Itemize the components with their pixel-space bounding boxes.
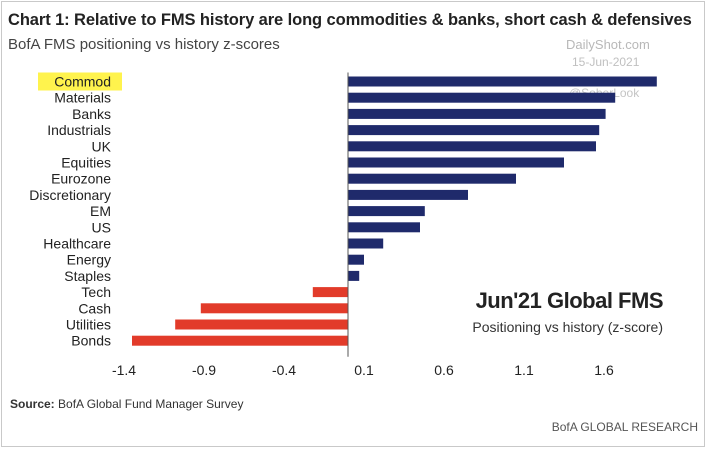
bar-equities [348, 157, 564, 168]
bar-energy [348, 254, 364, 265]
x-tick-label: 1.6 [594, 362, 614, 378]
category-label: Utilities [66, 317, 111, 333]
bar-commod [348, 76, 657, 87]
x-tick-label: 1.1 [514, 362, 534, 378]
bar-utilities [175, 319, 348, 330]
x-tick-label: 0.6 [434, 362, 454, 378]
category-label: Discretionary [29, 187, 111, 203]
bar-us [348, 222, 420, 233]
bar-staples [348, 270, 360, 281]
category-label: Energy [67, 252, 111, 268]
x-tick-label: -0.4 [272, 362, 296, 378]
bar-tech [312, 287, 348, 298]
x-tick-label: -1.4 [112, 362, 136, 378]
bar-banks [348, 108, 606, 119]
bar-industrials [348, 125, 600, 136]
category-label: Cash [78, 300, 111, 316]
category-label: Eurozone [51, 171, 111, 187]
annotation-subline: Positioning vs history (z-score) [472, 319, 663, 335]
category-label: Industrials [47, 122, 111, 138]
watermark-date: 15-Jun-2021 [572, 55, 640, 69]
chart-subtitle: BofA FMS positioning vs history z-scores [8, 36, 280, 53]
brand-label: BofA GLOBAL RESEARCH [551, 420, 698, 434]
bar-eurozone [348, 173, 516, 184]
bar-materials [348, 92, 616, 103]
category-label: Materials [54, 90, 111, 106]
bar-cash [200, 303, 348, 314]
category-label: Tech [81, 284, 111, 300]
category-label: Bonds [71, 333, 111, 349]
bar-discretionary [348, 189, 468, 200]
bar-healthcare [348, 238, 384, 249]
bar-uk [348, 141, 596, 152]
category-label: EM [90, 203, 111, 219]
category-label: Equities [61, 155, 111, 171]
category-label: Healthcare [43, 236, 111, 252]
chart-title: Chart 1: Relative to FMS history are lon… [8, 11, 692, 29]
category-label: Staples [64, 268, 111, 284]
category-highlight [38, 72, 122, 91]
bar-em [348, 206, 425, 217]
x-tick-label: 0.1 [354, 362, 374, 378]
category-label: Commod [54, 74, 111, 90]
category-label: UK [92, 138, 112, 154]
annotation-headline: Jun'21 Global FMS [475, 288, 664, 313]
source-label: Source: [10, 397, 55, 411]
bar-bonds [132, 335, 348, 346]
watermark-site: DailyShot.com [566, 37, 650, 52]
source-text: BofA Global Fund Manager Survey [58, 397, 244, 411]
x-tick-label: -0.9 [192, 362, 216, 378]
category-label: Banks [72, 106, 111, 122]
category-label: US [92, 219, 111, 235]
source-note: Source: BofA Global Fund Manager Survey [10, 397, 243, 411]
